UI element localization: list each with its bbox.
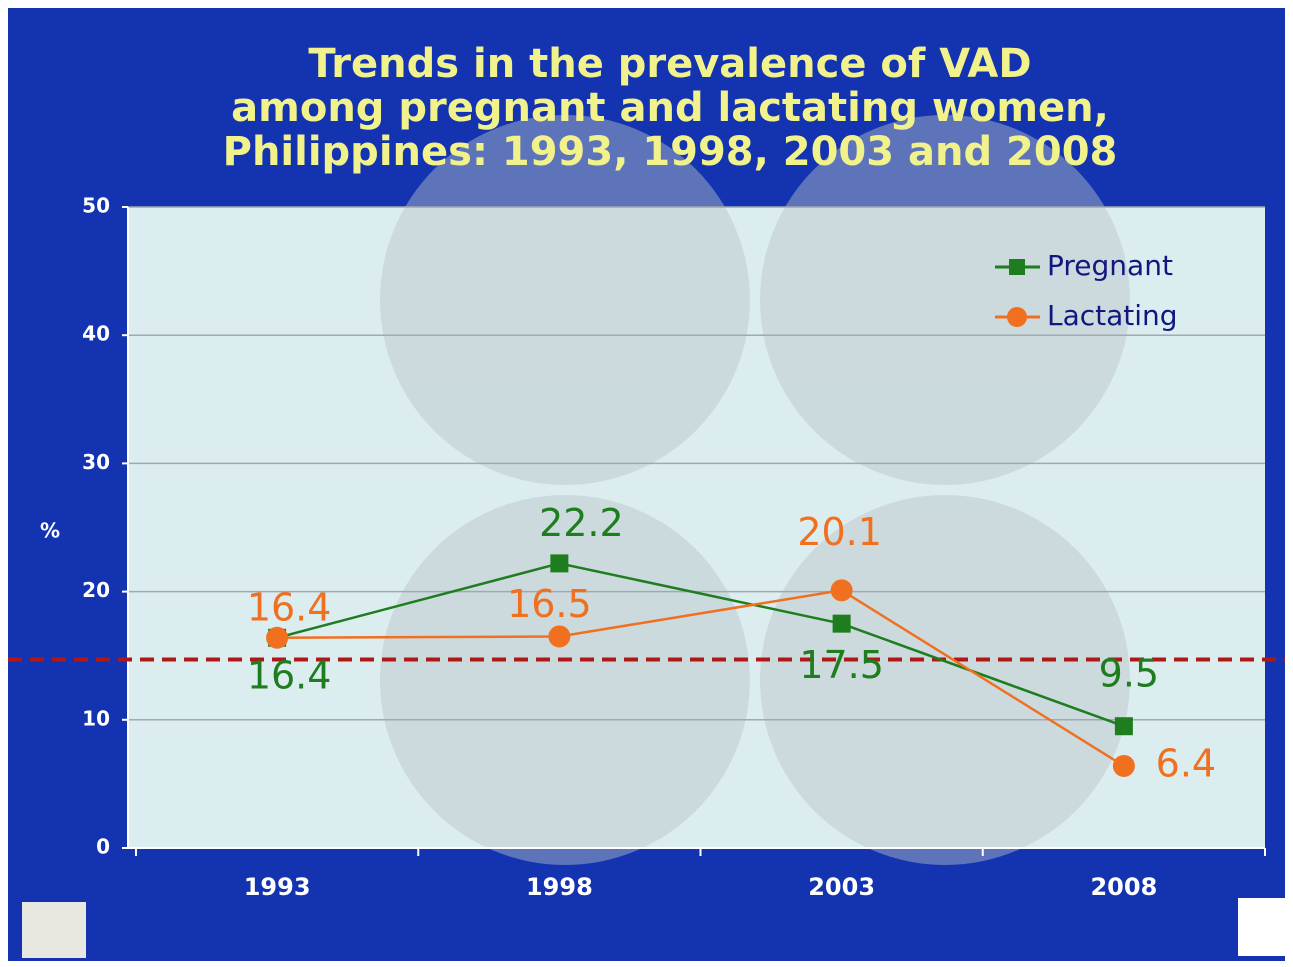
y-tick-label: 10 bbox=[82, 706, 110, 730]
y-tick-label: 30 bbox=[82, 450, 110, 474]
data-label: 16.5 bbox=[507, 582, 592, 626]
data-label: 16.4 bbox=[247, 585, 332, 629]
data-label: 20.1 bbox=[797, 510, 882, 554]
logo-right bbox=[1238, 898, 1288, 956]
data-point bbox=[831, 579, 853, 601]
x-tick-label: 1998 bbox=[526, 873, 593, 901]
x-tick-label: 2003 bbox=[808, 873, 875, 901]
data-label: 17.5 bbox=[799, 643, 884, 687]
legend-label: Pregnant bbox=[1047, 249, 1173, 282]
title-line: among pregnant and lactating women, bbox=[231, 85, 1109, 131]
y-tick-label: 0 bbox=[96, 835, 110, 859]
data-label: 22.2 bbox=[539, 501, 624, 545]
title-line: Philippines: 1993, 1998, 2003 and 2008 bbox=[223, 129, 1118, 175]
data-label: 6.4 bbox=[1156, 741, 1216, 785]
slide: Trends in the prevalence of VAD among pr… bbox=[0, 0, 1293, 963]
x-tick-label: 2008 bbox=[1090, 873, 1157, 901]
legend-label: Lactating bbox=[1047, 299, 1178, 332]
y-tick-label: 40 bbox=[82, 322, 110, 346]
title-line: Trends in the prevalence of VAD bbox=[308, 41, 1031, 87]
legend-marker bbox=[1007, 307, 1027, 327]
data-point bbox=[548, 625, 570, 647]
y-tick-label: 50 bbox=[82, 194, 110, 218]
logo-left bbox=[22, 902, 86, 958]
data-point bbox=[1115, 717, 1133, 735]
data-point bbox=[550, 554, 568, 572]
data-point bbox=[833, 615, 851, 633]
data-point bbox=[1113, 755, 1135, 777]
data-label: 9.5 bbox=[1099, 652, 1159, 696]
x-tick-label: 1993 bbox=[244, 873, 311, 901]
data-label: 16.4 bbox=[247, 653, 332, 697]
y-tick-label: 20 bbox=[82, 578, 110, 602]
data-point bbox=[266, 627, 288, 649]
y-axis-label: % bbox=[40, 519, 60, 543]
legend-marker bbox=[1009, 259, 1025, 275]
